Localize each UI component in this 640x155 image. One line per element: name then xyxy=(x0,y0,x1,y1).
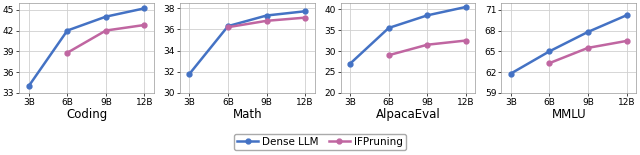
X-axis label: Coding: Coding xyxy=(66,108,108,121)
X-axis label: Math: Math xyxy=(232,108,262,121)
X-axis label: MMLU: MMLU xyxy=(552,108,586,121)
Legend: Dense LLM, IFPruning: Dense LLM, IFPruning xyxy=(234,134,406,150)
X-axis label: AlpacaEval: AlpacaEval xyxy=(376,108,440,121)
